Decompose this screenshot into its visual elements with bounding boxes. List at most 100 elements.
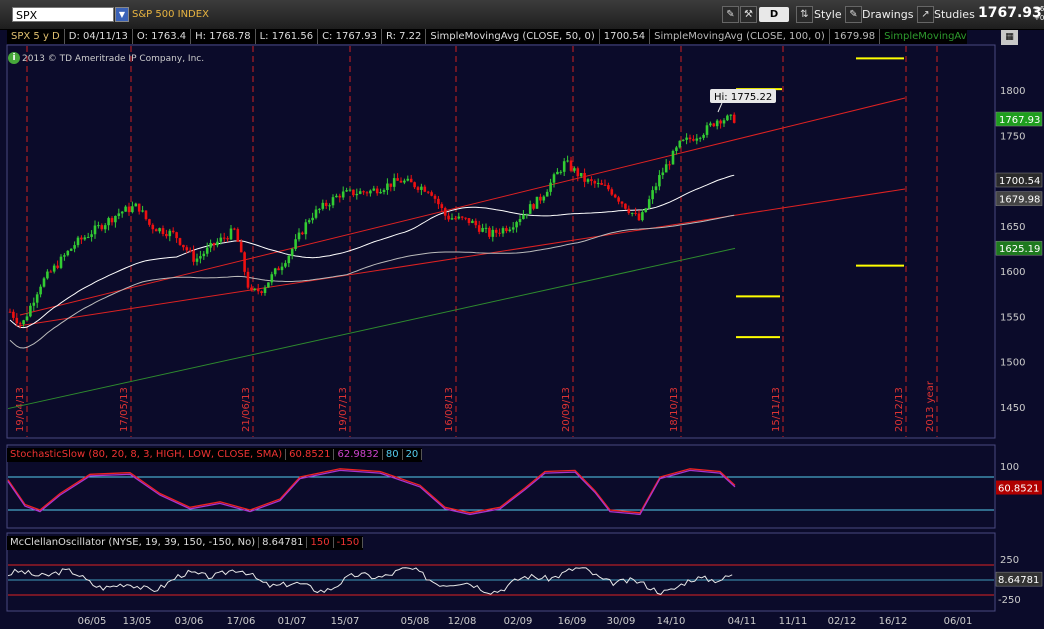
candle-body — [49, 271, 53, 273]
candle-body — [352, 189, 355, 196]
candle-body — [362, 191, 365, 193]
candle-body — [267, 282, 270, 288]
candle-body — [216, 241, 219, 246]
candle-body — [256, 288, 260, 292]
candle-body — [205, 247, 209, 254]
toolbar: SPX ▼ S&P 500 INDEX ✎ ⚒ D ⇅ Style ✎ Draw… — [0, 0, 1044, 30]
candle-body — [627, 208, 631, 214]
candle-body — [389, 183, 393, 187]
candle-body — [430, 192, 433, 196]
candle-body — [494, 229, 498, 233]
candle-body — [375, 188, 379, 194]
candle-body — [297, 232, 301, 240]
candle-body — [522, 214, 525, 220]
candle-body — [107, 218, 110, 226]
candle-body — [596, 183, 600, 185]
candle-body — [114, 215, 117, 223]
symbol-dropdown-icon[interactable]: ▼ — [115, 7, 129, 22]
candle-body — [732, 114, 736, 123]
candle-body — [549, 182, 552, 192]
candle-body — [260, 291, 263, 294]
candle-body — [573, 168, 576, 171]
date-line-label: 20/12/13 — [894, 387, 905, 432]
high-callout: Hi: 1775.22 — [710, 89, 776, 113]
candle-body — [403, 180, 406, 183]
candle-body — [508, 229, 512, 232]
stochastic-under: 20 — [402, 449, 423, 460]
candle-body — [209, 242, 212, 248]
drawing-tools-icon[interactable]: ✎ — [722, 6, 739, 23]
candle-body — [171, 230, 175, 233]
candle-body — [528, 204, 532, 214]
candle-body — [103, 225, 107, 230]
info-icon[interactable]: i — [8, 52, 20, 64]
candle-body — [464, 217, 467, 219]
candle-body — [593, 180, 597, 184]
studies-icon: ↗ — [917, 6, 934, 23]
time-tick-label: 16/12 — [879, 616, 908, 627]
candle-body — [491, 229, 495, 237]
time-tick-label: 04/11 — [728, 616, 757, 627]
sma50-value: 1700.54 — [600, 29, 651, 44]
candle-body — [651, 190, 654, 200]
drawings-button[interactable]: Drawings — [862, 8, 914, 21]
candle-body — [90, 234, 93, 237]
symbol-input[interactable]: SPX — [12, 7, 114, 22]
candles — [8, 112, 736, 329]
candle-body — [647, 199, 651, 209]
candle-body — [562, 161, 566, 172]
sma200-line — [7, 247, 736, 410]
channel-mid-line[interactable] — [17, 188, 906, 327]
price-axis: 180017501700165016001550150014501767.931… — [995, 86, 1043, 414]
sma100-label: SimpleMovingAvg (CLOSE, 100, 0) — [650, 29, 830, 44]
channel-hidden — [18, 189, 905, 413]
stoch-d-line — [7, 469, 736, 516]
grid-settings-button[interactable]: ▦ — [1001, 30, 1018, 45]
sma50-label: SimpleMovingAvg (CLOSE, 50, 0) — [426, 29, 600, 44]
price-badge-label: 1625.19 — [999, 244, 1040, 255]
candle-body — [420, 186, 423, 190]
candle-body — [93, 225, 97, 235]
candle-body — [161, 228, 165, 234]
sma50-line — [9, 174, 735, 329]
candle-body — [134, 203, 138, 207]
candle-body — [32, 302, 36, 306]
candle-body — [86, 236, 90, 238]
candle-body — [460, 216, 464, 218]
candle-body — [477, 225, 481, 232]
candle-body — [69, 248, 73, 251]
candle-body — [8, 311, 12, 313]
candle-body — [287, 255, 291, 264]
candle-body — [535, 196, 539, 209]
info-high: H: 1768.78 — [191, 29, 256, 44]
candle-body — [83, 237, 87, 240]
candle-body — [559, 171, 563, 173]
candle-body — [416, 187, 420, 190]
time-tick-label: 06/05 — [78, 616, 107, 627]
mcclellan-upper: 150 — [307, 537, 334, 548]
candle-body — [246, 271, 250, 288]
candle-body — [382, 190, 386, 193]
candle-body — [178, 238, 182, 245]
channel-upper-line[interactable] — [19, 97, 906, 316]
candle-body — [270, 274, 274, 283]
time-tick-label: 13/05 — [123, 616, 152, 627]
candle-body — [474, 220, 478, 226]
price-tick-label: 1450 — [1000, 403, 1025, 414]
candle-body — [56, 265, 59, 268]
date-line-label: 16/08/13 — [444, 387, 455, 432]
date-line-label: 20/09/13 — [561, 387, 572, 432]
style-button[interactable]: Style — [814, 8, 842, 21]
candle-body — [399, 180, 403, 183]
aggregation-period-button[interactable]: D — [759, 7, 789, 22]
drawings-icon: ✎ — [845, 6, 862, 23]
candle-body — [236, 229, 240, 242]
candle-body — [52, 265, 56, 272]
wrench-icon[interactable]: ⚒ — [740, 6, 757, 23]
mc-badge — [995, 571, 1043, 587]
candle-body — [511, 227, 515, 230]
candle-body — [355, 193, 359, 196]
studies-button[interactable]: Studies — [934, 8, 975, 21]
candle-body — [668, 164, 671, 166]
candle-body — [192, 250, 195, 262]
